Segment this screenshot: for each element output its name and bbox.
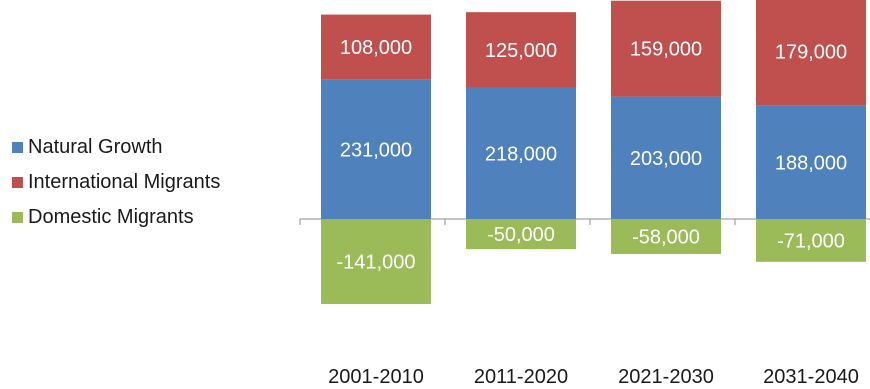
data-label: 188,000 bbox=[775, 152, 847, 174]
bar-segment bbox=[321, 14, 431, 80]
bar-segment bbox=[756, 105, 866, 219]
bar-segment bbox=[321, 79, 431, 219]
legend-swatch-domestic-migrants bbox=[12, 212, 23, 223]
data-label: 179,000 bbox=[775, 42, 847, 64]
data-label: -141,000 bbox=[337, 252, 416, 274]
bar-segment bbox=[756, 0, 866, 106]
data-label: -71,000 bbox=[777, 230, 845, 252]
data-label: -50,000 bbox=[487, 224, 555, 246]
bar-segment bbox=[466, 219, 576, 250]
legend-swatch-international-migrants bbox=[12, 177, 23, 188]
data-label: 218,000 bbox=[485, 143, 557, 165]
legend-label-domestic-migrants: Domestic Migrants bbox=[28, 206, 194, 228]
data-label: 159,000 bbox=[630, 39, 702, 61]
bar-segment bbox=[611, 96, 721, 219]
data-label: 108,000 bbox=[340, 37, 412, 59]
legend-swatch-natural-growth bbox=[12, 142, 23, 153]
bar-segment bbox=[466, 87, 576, 220]
legend: Natural Growth International Migrants Do… bbox=[12, 130, 220, 235]
category-label: 2021-2030 bbox=[618, 366, 714, 388]
data-label: -58,000 bbox=[632, 226, 700, 248]
bar-segment bbox=[611, 0, 721, 97]
bar-segment bbox=[611, 219, 721, 254]
bar-segment bbox=[466, 12, 576, 88]
data-label: 125,000 bbox=[485, 40, 557, 62]
legend-item-international-migrants: International Migrants bbox=[12, 165, 220, 200]
bar-segment bbox=[321, 219, 431, 305]
data-label: 231,000 bbox=[340, 139, 412, 161]
legend-label-natural-growth: Natural Growth bbox=[28, 136, 163, 158]
legend-item-natural-growth: Natural Growth bbox=[12, 130, 220, 165]
category-label: 2001-2010 bbox=[328, 366, 424, 388]
data-label: 203,000 bbox=[630, 148, 702, 170]
category-label: 2011-2020 bbox=[474, 366, 568, 388]
legend-label-international-migrants: International Migrants bbox=[28, 171, 221, 193]
bar-segment bbox=[756, 219, 866, 262]
legend-item-domestic-migrants: Domestic Migrants bbox=[12, 200, 220, 235]
category-label: 2031-2040 bbox=[763, 366, 859, 388]
